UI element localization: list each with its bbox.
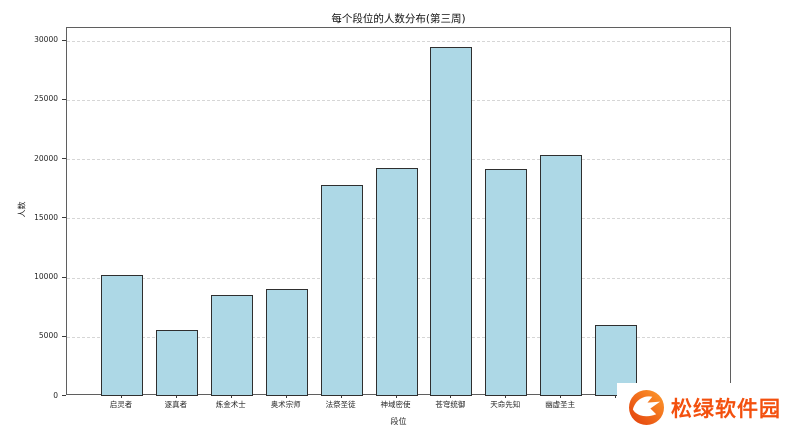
bar-法祭圣徒 [320,185,363,396]
x-tick-mark [505,395,507,398]
x-tick-label: 神域密使 [380,400,411,409]
y-tick-label: 25000 [34,94,58,104]
x-tick-label: 启灵者 [109,400,133,409]
y-tick-label: 0 [53,390,58,400]
x-tick-label: 炼金术士 [215,400,246,409]
gridline [67,159,730,161]
bar-天命先知 [485,168,528,396]
y-tick-mark [62,217,66,219]
x-tick-mark [560,395,562,398]
chart-title: 每个段位的人数分布(第三周) [331,13,466,25]
x-axis-label: 段位 [390,417,407,426]
x-tick-mark [230,395,232,398]
x-tick-label: 天命先知 [490,400,521,409]
y-tick-label: 20000 [34,153,58,163]
x-tick-label: 奥术宗师 [270,400,301,409]
bar-启灵者 [101,275,143,396]
y-tick-mark [62,39,66,41]
bar-奥术宗师 [265,289,308,396]
gridline [67,40,730,42]
x-tick-label: 法祭圣徒 [325,400,356,409]
x-tick-label: 幽虚圣主 [545,400,576,409]
y-tick-mark [62,395,66,396]
bar-苍穹统御 [430,46,473,396]
plot-area [66,27,731,396]
watermark-text: 松绿软件园 [671,396,781,421]
x-tick-mark [340,395,342,398]
y-tick-mark [62,158,66,160]
watermark: 松绿软件园 [617,383,800,432]
y-tick-label: 30000 [34,35,58,45]
songlv-swirl-logo-icon [629,390,664,425]
y-tick-mark [62,276,66,278]
x-tick-mark [450,395,452,398]
gridline [67,99,730,101]
x-tick-mark [175,395,177,398]
y-tick-label: 15000 [34,212,58,222]
x-tick-mark [395,395,397,398]
x-tick-label: 苍穹统御 [435,400,466,409]
y-tick-mark [62,335,66,337]
x-tick-mark [121,395,122,398]
y-tick-label: 5000 [38,331,58,341]
bar-炼金术士 [210,295,253,396]
x-tick-label: 逐真者 [164,400,188,409]
y-tick-mark [62,98,66,100]
x-tick-mark [285,395,287,398]
x-tick-mark [615,395,617,398]
bar-逐真者 [155,329,198,396]
bar-unlabeled [595,324,638,396]
bar-幽虚圣主 [540,155,583,396]
bar-神域密使 [375,168,418,396]
y-tick-label: 10000 [34,272,58,282]
